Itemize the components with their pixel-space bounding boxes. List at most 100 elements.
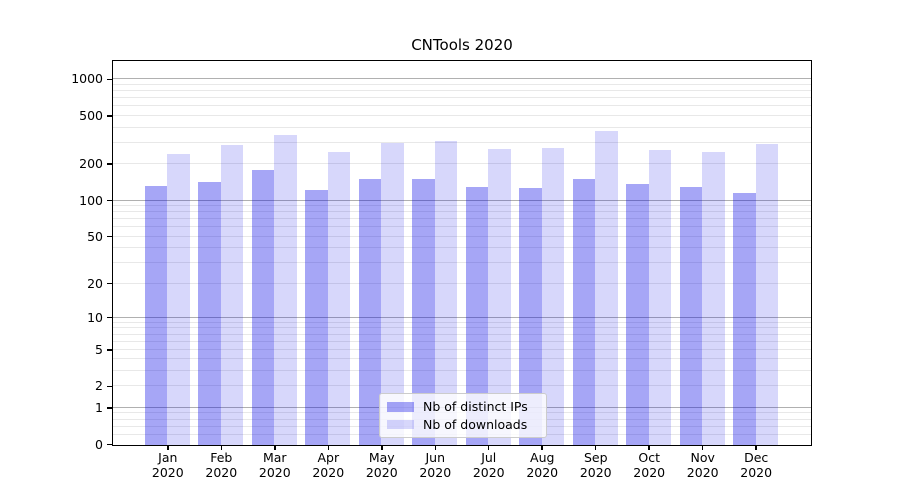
x-tick-may bbox=[381, 446, 383, 450]
x-label-year: 2020 bbox=[686, 465, 719, 480]
x-label-month: Aug bbox=[530, 450, 555, 465]
bar-downloads-mar bbox=[274, 135, 297, 445]
x-label-year: 2020 bbox=[151, 465, 184, 480]
bar-downloads-jan bbox=[167, 153, 190, 445]
x-tick-mar bbox=[274, 446, 276, 450]
x-label-year: 2020 bbox=[579, 465, 612, 480]
x-tick-jun bbox=[434, 446, 436, 450]
x-tick-nov bbox=[701, 446, 704, 450]
y-tick-5 bbox=[107, 349, 113, 351]
legend-item-downloads: Nb of downloads bbox=[387, 416, 538, 433]
bar-ips-aug bbox=[519, 187, 542, 445]
x-tick-jul bbox=[487, 446, 490, 450]
bar-downloads-dec bbox=[755, 143, 779, 445]
x-label-month: Nov bbox=[690, 450, 715, 465]
gridline-minor-90 bbox=[113, 205, 811, 207]
bar-downloads-feb bbox=[220, 145, 244, 445]
y-tick-20 bbox=[107, 282, 113, 285]
gridline-minor-9 bbox=[113, 321, 811, 323]
gridline-minor-40 bbox=[113, 247, 811, 249]
x-tick-label-sep: Sep 2020 bbox=[564, 450, 628, 480]
y-tick-1 bbox=[107, 407, 113, 409]
y-tick-label-100: 100 bbox=[79, 192, 103, 208]
x-label-year: 2020 bbox=[365, 465, 398, 480]
x-tick-label-dec: Dec 2020 bbox=[724, 450, 788, 480]
y-tick-200 bbox=[107, 163, 113, 165]
gridline-major-1000 bbox=[113, 78, 811, 80]
x-label-year: 2020 bbox=[419, 465, 452, 480]
x-label-month: Oct bbox=[638, 450, 661, 465]
plot-area bbox=[112, 60, 812, 446]
gridline-minor-4 bbox=[113, 358, 811, 360]
gridline-minor-80 bbox=[113, 211, 811, 213]
legend-label-downloads: Nb of downloads bbox=[423, 416, 528, 432]
x-label-month: Jul bbox=[481, 450, 497, 465]
legend-label-distinct-ips: Nb of distinct IPs bbox=[423, 399, 528, 415]
gridline-minor-500 bbox=[113, 114, 811, 116]
legend-swatch-distinct-ips bbox=[387, 402, 414, 412]
gridline-major-10 bbox=[113, 316, 811, 318]
x-label-year: 2020 bbox=[526, 465, 559, 480]
y-tick-label-10: 10 bbox=[87, 309, 103, 325]
gridline-major-100 bbox=[113, 199, 811, 201]
bar-ips-oct bbox=[626, 184, 649, 445]
x-label-month: Dec bbox=[744, 450, 769, 465]
x-label-month: May bbox=[368, 450, 395, 465]
y-tick-500 bbox=[107, 115, 113, 117]
x-label-month: Jun bbox=[425, 450, 446, 465]
y-tick-label-200: 200 bbox=[79, 156, 103, 172]
x-tick-label-may: May 2020 bbox=[350, 450, 414, 480]
gridline-minor-6 bbox=[113, 340, 811, 342]
chart-title: CNTools 2020 bbox=[411, 36, 513, 54]
x-label-month: Mar bbox=[262, 450, 287, 465]
gridline-minor-2 bbox=[113, 385, 811, 387]
x-label-year: 2020 bbox=[633, 465, 666, 480]
bar-ips-mar bbox=[251, 169, 275, 445]
legend: Nb of distinct IPs Nb of downloads bbox=[379, 393, 547, 438]
bar-ips-nov bbox=[679, 187, 703, 445]
y-tick-label-2: 2 bbox=[95, 378, 103, 394]
gridline-minor-300 bbox=[113, 141, 811, 143]
bar-downloads-aug bbox=[541, 148, 565, 445]
x-tick-label-apr: Apr 2020 bbox=[296, 450, 360, 480]
legend-item-distinct-ips: Nb of distinct IPs bbox=[387, 398, 538, 415]
bar-ips-feb bbox=[198, 181, 221, 445]
bar-ips-may bbox=[358, 179, 382, 445]
y-tick-label-50: 50 bbox=[87, 228, 103, 244]
gridline-minor-700 bbox=[113, 97, 811, 99]
y-tick-1000 bbox=[107, 78, 113, 81]
x-tick-apr bbox=[327, 446, 330, 450]
gridline-minor-8 bbox=[113, 327, 811, 329]
x-tick-label-mar: Mar 2020 bbox=[243, 450, 307, 480]
bar-downloads-apr bbox=[327, 152, 351, 445]
x-label-year: 2020 bbox=[472, 465, 505, 480]
y-tick-label-500: 500 bbox=[79, 107, 103, 123]
gridline-minor-800 bbox=[113, 90, 811, 92]
x-tick-dec bbox=[755, 446, 757, 450]
y-tick-label-0: 0 bbox=[95, 436, 103, 452]
y-tick-0 bbox=[107, 443, 113, 446]
x-tick-oct bbox=[648, 446, 650, 450]
bar-ips-apr bbox=[305, 189, 328, 445]
gridline-minor-900 bbox=[113, 83, 811, 85]
gridline-minor-600 bbox=[113, 105, 811, 107]
bar-downloads-nov bbox=[702, 152, 725, 445]
gridline-minor-200 bbox=[113, 163, 811, 165]
x-label-year: 2020 bbox=[258, 465, 291, 480]
gridline-minor-30 bbox=[113, 261, 811, 263]
gridline-minor-5 bbox=[113, 348, 811, 350]
y-tick-2 bbox=[107, 385, 113, 388]
x-tick-label-jun: Jun 2020 bbox=[403, 450, 467, 480]
x-tick-feb bbox=[220, 446, 223, 450]
x-label-month: Feb bbox=[210, 450, 233, 465]
x-tick-label-jul: Jul 2020 bbox=[457, 450, 521, 480]
bar-ips-sep bbox=[572, 179, 596, 445]
bar-downloads-jul bbox=[488, 149, 511, 445]
gridline-minor-60 bbox=[113, 226, 811, 228]
gridline-minor-3 bbox=[113, 370, 811, 372]
bar-ips-jun bbox=[412, 179, 435, 445]
bar-downloads-may bbox=[381, 142, 404, 445]
bar-ips-jan bbox=[144, 185, 168, 445]
x-label-year: 2020 bbox=[312, 465, 345, 480]
